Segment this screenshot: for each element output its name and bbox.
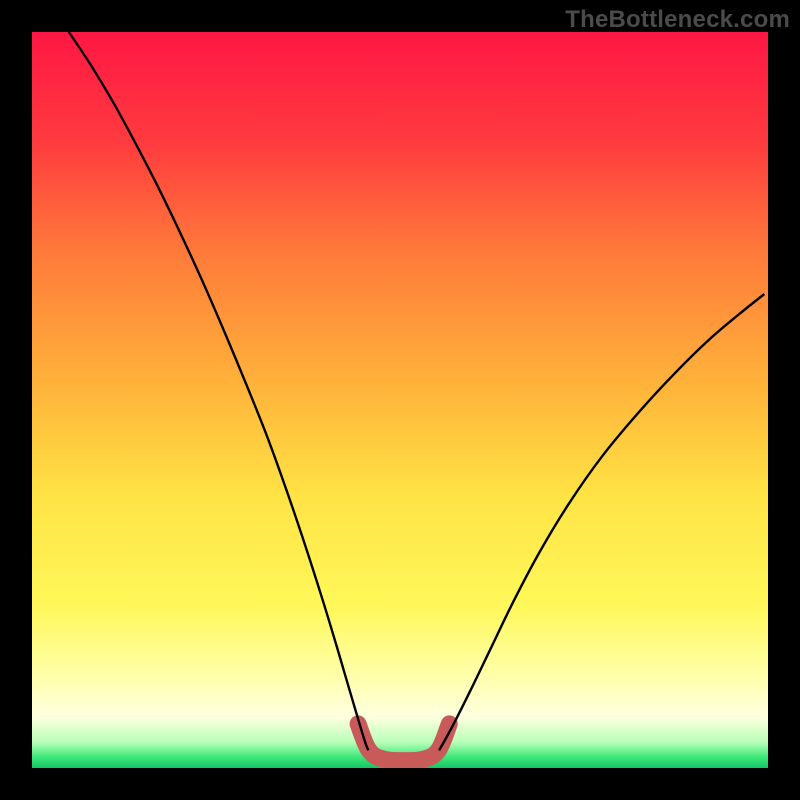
watermark-text: TheBottleneck.com [565,6,790,34]
curve-layer [32,32,768,768]
bottleneck-curve-right [439,294,764,750]
bottleneck-curve-left [69,32,369,750]
chart-container: TheBottleneck.com [0,0,800,800]
highlight-u-segment [358,724,449,761]
plot-area [32,32,768,768]
